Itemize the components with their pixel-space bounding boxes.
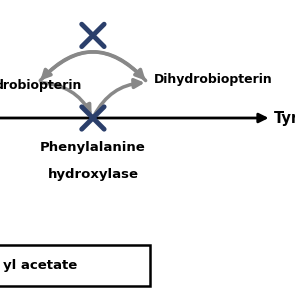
Text: Tyrosine: Tyrosine xyxy=(274,111,295,125)
Text: Dihydrobiopterin: Dihydrobiopterin xyxy=(153,73,272,86)
Text: hydroxylase: hydroxylase xyxy=(47,168,138,181)
Text: drobiopterin: drobiopterin xyxy=(0,79,81,92)
Text: yl acetate: yl acetate xyxy=(3,259,77,272)
Text: Phenylalanine: Phenylalanine xyxy=(40,141,146,154)
FancyBboxPatch shape xyxy=(0,245,150,286)
